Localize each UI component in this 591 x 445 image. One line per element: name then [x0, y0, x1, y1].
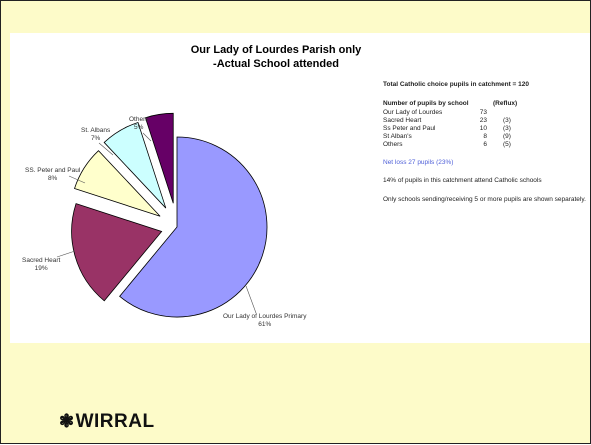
leader-line: [56, 250, 76, 258]
chart-title-line-1: Our Lady of Lourdes Parish only: [190, 44, 362, 56]
slice-label-st-albans-name: St. Albans: [81, 127, 111, 134]
top-band: [1, 1, 590, 31]
row-reflux: (3): [503, 117, 511, 124]
table-row: Ss Peter and Paul 10 (3): [383, 125, 591, 133]
info-panel: Total Catholic choice pupils in catchmen…: [383, 81, 591, 204]
leader-line: [142, 132, 152, 142]
slice-label-st-albans: St. Albans 7%: [81, 127, 110, 143]
row-school: Sacred Heart: [383, 117, 422, 124]
table-row: Others 6 (5): [383, 141, 591, 149]
slice-label-others-pct: 5%: [134, 124, 144, 131]
pie-slice-others: [144, 112, 174, 204]
row-school: Ss Peter and Paul: [383, 125, 436, 132]
slice-label-our-lady: Our Lady of Lourdes Primary 61%: [223, 313, 306, 329]
slice-label-ss-peter-paul-name: SS. Peter and Paul: [25, 167, 81, 174]
slice-label-our-lady-pct: 61%: [258, 321, 272, 328]
pie-slice-ss-peter-paul: [74, 150, 161, 217]
slice-label-st-albans-pct: 7%: [90, 135, 101, 142]
chart-title-line-2: -Actual School attended: [213, 58, 339, 70]
row-school: St Alban's: [383, 133, 412, 140]
row-reflux: (9): [503, 133, 511, 140]
row-reflux: (3): [503, 125, 511, 132]
row-pupils: 23: [479, 117, 487, 124]
slice-label-others: Others 5%: [129, 116, 149, 132]
net-loss-text: Net loss 27 pupils (23%): [383, 159, 454, 166]
slice-label-ss-peter-paul: SS. Peter and Paul 8%: [25, 167, 80, 183]
row-school: Our Lady of Lourdes: [383, 109, 443, 116]
wirral-logo-text: WIRRAL: [75, 411, 155, 432]
row-pupils: 6: [483, 141, 487, 148]
slice-label-sacred-heart-name: Sacred Heart: [22, 257, 61, 264]
row-reflux: (5): [503, 141, 511, 148]
total-pupils-text: Total Catholic choice pupils in catchmen…: [383, 81, 529, 88]
table-row: Our Lady of Lourdes 73: [383, 109, 591, 117]
slice-label-others-name: Others: [129, 116, 149, 123]
leader-line: [98, 142, 114, 156]
slice-label-our-lady-name: Our Lady of Lourdes Primary: [223, 313, 307, 320]
slice-label-sacred-heart: Sacred Heart 19%: [22, 257, 60, 273]
table-row: Sacred Heart 23 (3): [383, 117, 591, 125]
row-school: Others: [383, 141, 403, 148]
header-school: Number of pupils by school: [383, 100, 469, 107]
leader-line: [68, 175, 86, 184]
pie-slice-sacred-heart: [71, 203, 163, 302]
table-header: Number of pupils by school (Reflux): [383, 100, 591, 109]
leader-line: [245, 285, 257, 314]
slice-label-sacred-heart-pct: 19%: [34, 265, 48, 272]
row-pupils: 10: [479, 125, 487, 132]
row-pupils: 8: [483, 133, 487, 140]
row-pupils: 73: [479, 109, 487, 116]
slice-label-ss-peter-paul-pct: 8%: [47, 175, 58, 182]
header-reflux: (Reflux): [493, 100, 518, 107]
chart-title: Our Lady of Lourdes Parish only -Actual …: [151, 43, 401, 71]
pie-slice-our-lady: [119, 136, 268, 318]
table-row: St Alban's 8 (9): [383, 133, 591, 141]
wirral-logo: ❃WIRRAL: [59, 411, 155, 433]
threshold-note: Only schools sending/receiving 5 or more…: [383, 196, 586, 203]
pie-slice-st-albans: [103, 121, 167, 209]
catholic-share-note: 14% of pupils in this catchment attend C…: [383, 177, 542, 184]
wirral-logo-icon: ❃: [59, 411, 75, 431]
